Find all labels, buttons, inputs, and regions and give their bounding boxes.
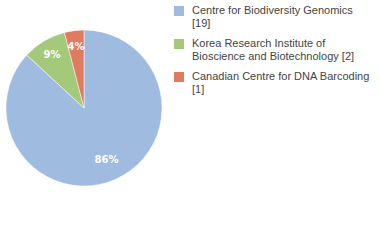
legend-entry: Korea Research Institute of Bioscience a…: [174, 37, 374, 63]
data-label: 4%: [68, 41, 85, 52]
data-label: 86%: [95, 154, 119, 165]
legend-entry: Canadian Centre for DNA Barcoding [1]: [174, 70, 374, 96]
legend-swatch: [174, 6, 184, 16]
pie-slice: [6, 30, 162, 186]
legend-label: Centre for Biodiversity Genomics [19]: [192, 4, 353, 29]
legend-label: Canadian Centre for DNA Barcoding [1]: [192, 70, 369, 95]
legend-swatch: [174, 72, 184, 82]
legend-entry: Centre for Biodiversity Genomics [19]: [174, 4, 374, 30]
pie-area: 86% 9% 4%: [0, 0, 172, 240]
legend: Centre for Biodiversity Genomics [19] Kor…: [174, 4, 374, 103]
pie-slice: [64, 30, 84, 108]
legend-label: Korea Research Institute of Bioscience a…: [192, 37, 354, 62]
data-label: 9%: [43, 49, 60, 60]
legend-swatch: [174, 39, 184, 49]
chart: 86% 9% 4% Centre for Biodiversity Genomics…: [0, 0, 380, 240]
